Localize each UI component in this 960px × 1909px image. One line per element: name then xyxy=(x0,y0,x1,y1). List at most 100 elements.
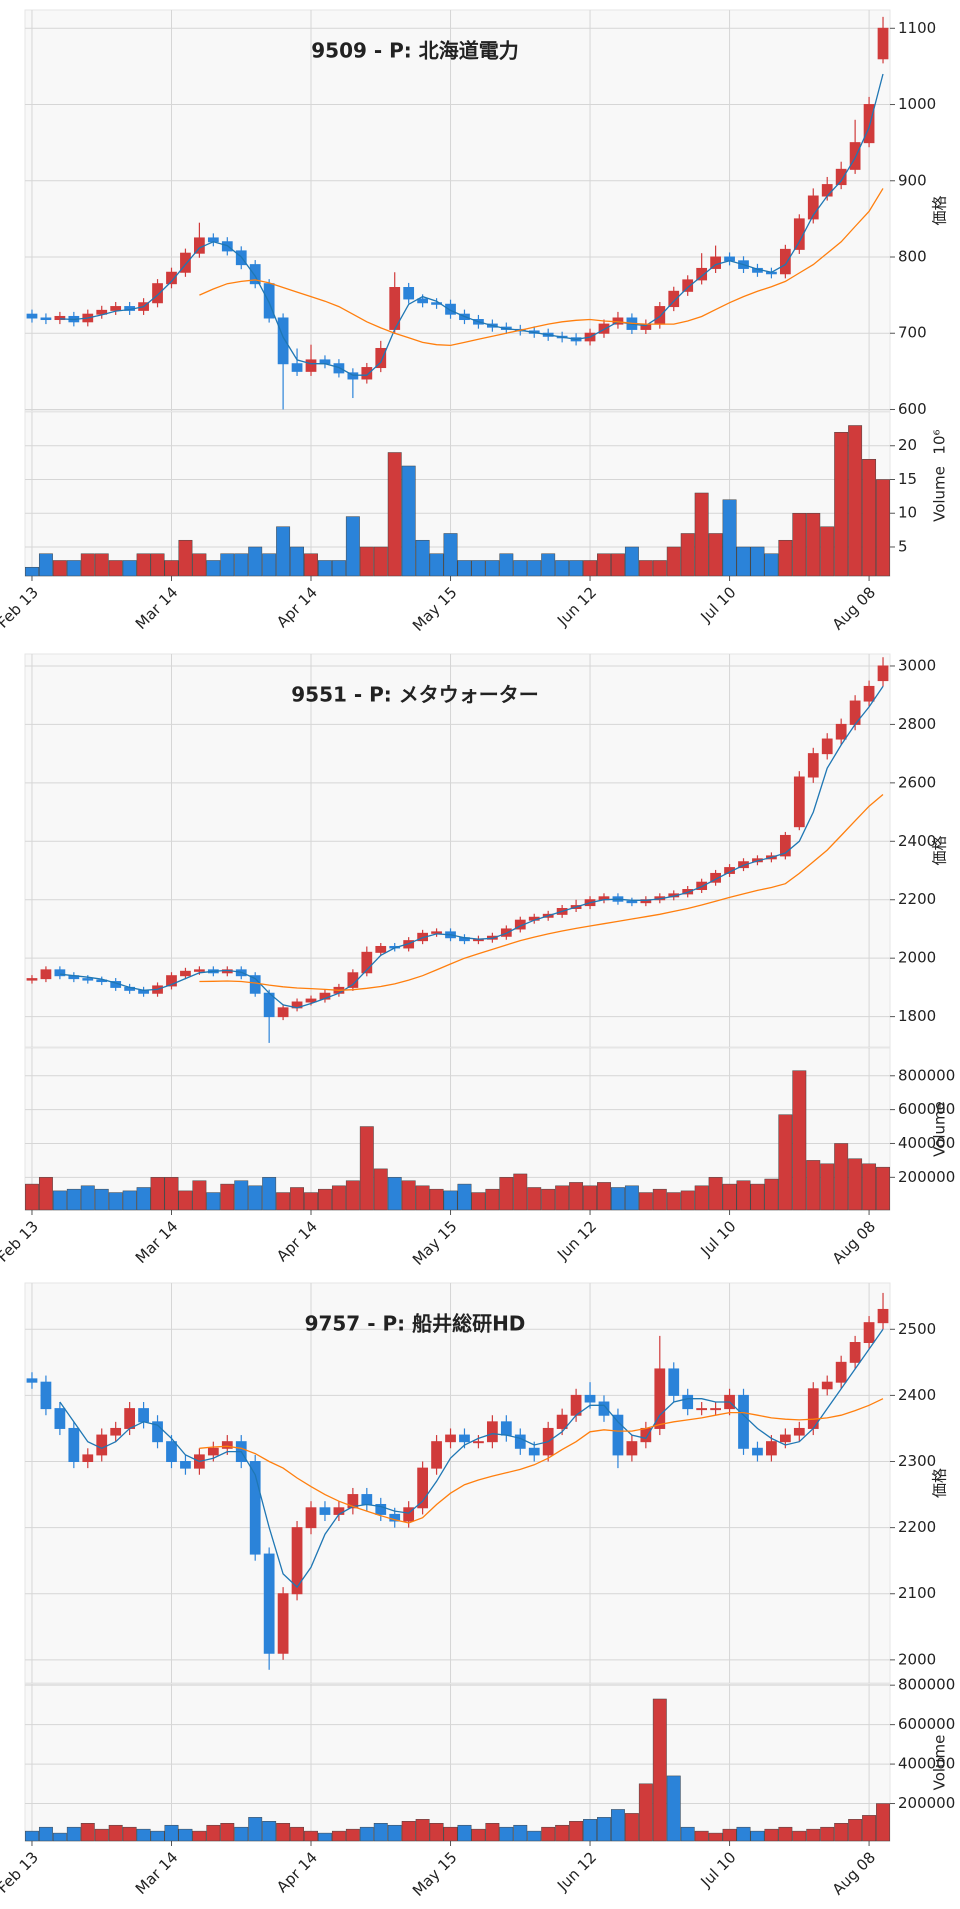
candle-body xyxy=(835,1361,847,1383)
volume-bar xyxy=(359,1126,374,1211)
volume-bar xyxy=(318,560,332,577)
volume-bar xyxy=(359,546,374,577)
y-axis-label: 価格 xyxy=(931,1468,949,1498)
x-tick-label: Aug 08 xyxy=(829,1217,879,1267)
candle-body xyxy=(333,1507,345,1515)
candle-body xyxy=(180,252,191,273)
volume-bar xyxy=(401,465,416,577)
volume-bar xyxy=(638,1192,653,1211)
x-tick-label: Feb 13 xyxy=(0,1848,42,1896)
volume-bar xyxy=(401,1821,416,1842)
candle-body xyxy=(821,1381,833,1390)
candle-body xyxy=(96,309,108,315)
volume-bar xyxy=(220,1822,235,1842)
volume-bar xyxy=(569,1182,584,1211)
x-tick-label: Mar 14 xyxy=(132,583,182,633)
volume-bar xyxy=(736,546,751,577)
candle-body xyxy=(403,940,415,949)
y-tick-label: 1000 xyxy=(898,95,936,113)
candle-body xyxy=(249,1461,261,1555)
candle-body xyxy=(724,867,735,874)
volume-bar xyxy=(457,1824,472,1842)
volume-bar xyxy=(345,1180,360,1211)
volume-label: Volume xyxy=(931,466,949,522)
volume-bar xyxy=(304,1192,318,1211)
volume-bar xyxy=(150,1830,165,1842)
volume-bar xyxy=(318,1188,332,1211)
candle-body xyxy=(556,1414,568,1429)
volume-bar xyxy=(750,1183,765,1211)
candle-body xyxy=(54,969,66,977)
x-tick-label: Aug 08 xyxy=(829,1848,879,1898)
volume-bar xyxy=(541,1188,556,1211)
y-tick-label: 2800 xyxy=(898,715,936,733)
candle-body xyxy=(473,1441,484,1444)
volume-bar xyxy=(485,1822,500,1842)
volume-bar xyxy=(694,1830,709,1842)
volume-bar xyxy=(108,1192,123,1211)
volume-panel xyxy=(24,1683,891,1842)
x-tick-label: Apr 14 xyxy=(273,1217,321,1265)
x-tick-label: Aug 08 xyxy=(829,583,879,633)
x-tick-label: Feb 13 xyxy=(0,583,42,631)
candle-body xyxy=(431,302,442,305)
volume-bar xyxy=(666,1192,681,1211)
y-tick-label: 2600 xyxy=(898,773,936,791)
chart-title: 9509 - P: 北海道電力 xyxy=(311,39,519,63)
volume-bar xyxy=(429,1188,444,1211)
candle-body xyxy=(877,1308,889,1324)
candle-body xyxy=(110,1427,122,1436)
volume-bar xyxy=(248,1185,263,1211)
y-axis-label: 価格 xyxy=(931,835,949,865)
volume-bar xyxy=(206,1824,221,1842)
volume-bar xyxy=(387,1824,402,1842)
volume-bar xyxy=(373,1822,388,1842)
candle-body xyxy=(82,978,94,981)
candle-body xyxy=(710,1408,721,1411)
y-tick-label: 2000 xyxy=(898,949,936,967)
volume-bar xyxy=(778,1114,793,1211)
candle-body xyxy=(696,1408,708,1411)
volume-bar xyxy=(848,1819,863,1842)
volume-bar xyxy=(764,1828,779,1842)
volume-bar xyxy=(290,546,305,577)
volume-bar xyxy=(94,553,109,577)
volume-bar xyxy=(331,1185,346,1211)
volume-bar xyxy=(387,452,402,577)
candle-body xyxy=(166,271,177,285)
volume-bar xyxy=(387,1177,402,1211)
volume-bar xyxy=(276,526,291,577)
candle-body xyxy=(403,1507,415,1522)
candle-body xyxy=(654,306,666,325)
candle-body xyxy=(779,248,791,275)
volume-bar xyxy=(638,1783,653,1842)
volume-bar xyxy=(513,1173,528,1211)
candle-body xyxy=(793,218,805,250)
y-tick-label: 200000 xyxy=(898,1168,955,1186)
candle-body xyxy=(877,27,889,60)
volume-bar xyxy=(178,1828,193,1842)
volume-bar xyxy=(680,1190,695,1211)
candle-body xyxy=(277,1007,289,1018)
volume-bar xyxy=(443,533,458,577)
chart-title: 9757 - P: 船井総研HD xyxy=(305,1312,526,1336)
volume-bar xyxy=(513,560,528,577)
stock-chart: Feb 13 Mar 14 Apr 14 May 15 Jun 12 Jul 10 Aug … xyxy=(0,1282,955,1900)
candle-body xyxy=(319,1507,331,1515)
volume-bar xyxy=(80,1822,95,1842)
volume-bar xyxy=(764,1178,779,1211)
volume-bar xyxy=(262,1821,277,1842)
volume-bar xyxy=(652,1188,667,1211)
y-tick-label: 800000 xyxy=(898,1676,955,1694)
candle-body xyxy=(249,264,261,285)
volume-bar xyxy=(680,533,695,577)
volume-bar xyxy=(876,1166,890,1211)
candle-body xyxy=(668,290,680,308)
volume-bar xyxy=(192,553,207,577)
volume-bar xyxy=(234,1180,249,1211)
volume-bar xyxy=(164,560,179,577)
candle-body xyxy=(194,237,205,254)
candle-body xyxy=(361,1494,373,1505)
volume-bar xyxy=(610,1809,625,1842)
volume-bar xyxy=(136,1828,151,1842)
